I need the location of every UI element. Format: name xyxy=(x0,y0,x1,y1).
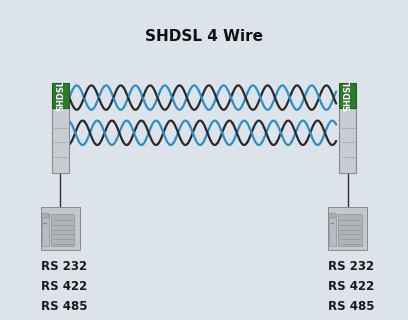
Bar xyxy=(42,214,49,246)
Text: RS 422: RS 422 xyxy=(328,280,375,293)
Text: SHDSL 4 Wire: SHDSL 4 Wire xyxy=(145,29,263,44)
Text: RS 485: RS 485 xyxy=(41,300,87,313)
Bar xyxy=(52,108,69,173)
Bar xyxy=(330,223,334,225)
Text: RS 232: RS 232 xyxy=(41,260,87,273)
Bar xyxy=(329,212,336,218)
Bar xyxy=(339,83,356,108)
Bar xyxy=(43,223,47,225)
Bar xyxy=(52,83,69,108)
Text: RS 422: RS 422 xyxy=(41,280,87,293)
Bar xyxy=(42,212,49,218)
Bar xyxy=(328,207,367,250)
Text: RS 485: RS 485 xyxy=(328,300,375,313)
Bar xyxy=(329,214,336,246)
Text: SHDSL: SHDSL xyxy=(56,80,65,111)
Bar xyxy=(41,207,80,250)
Text: SHDSL: SHDSL xyxy=(343,80,352,111)
Bar xyxy=(338,214,361,246)
Text: RS 232: RS 232 xyxy=(328,260,375,273)
Bar xyxy=(339,108,356,173)
Bar xyxy=(51,214,74,246)
